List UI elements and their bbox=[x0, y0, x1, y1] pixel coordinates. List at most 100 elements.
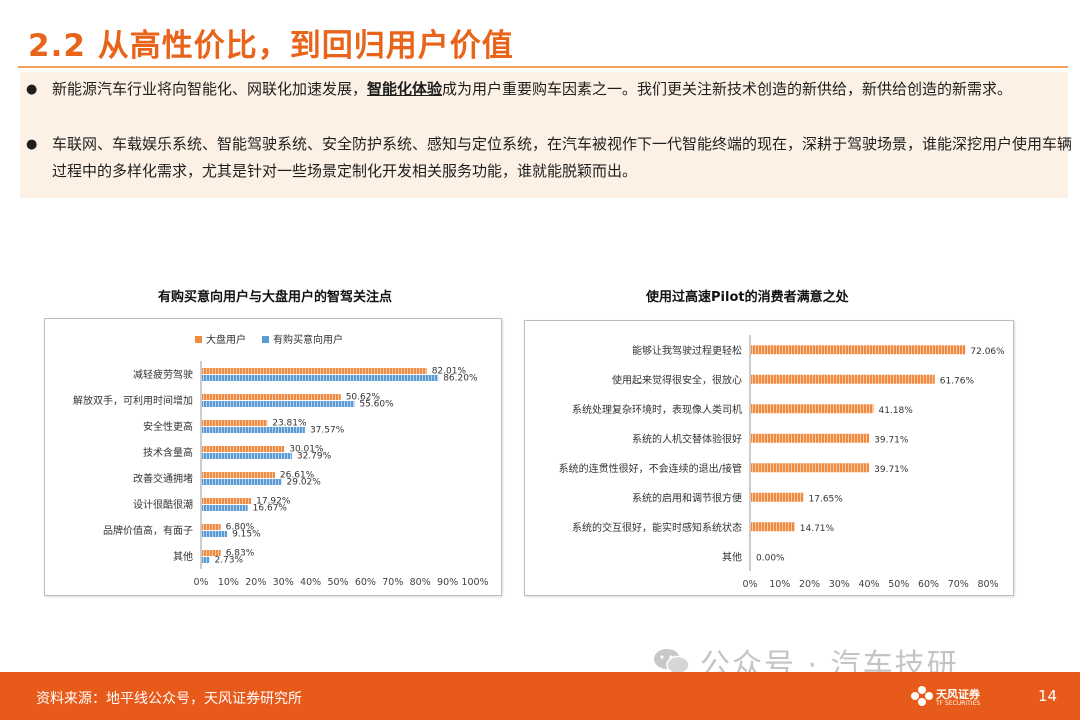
x-tick-label: 90% bbox=[437, 577, 458, 588]
bar-data-label: 6.83% bbox=[226, 549, 255, 559]
bar bbox=[202, 375, 439, 381]
x-tick-label: 70% bbox=[948, 579, 969, 590]
bar-data-label: 41.18% bbox=[879, 406, 914, 416]
bar-data-label: 17.92% bbox=[256, 497, 291, 507]
bar-data-label: 14.71% bbox=[800, 524, 835, 534]
x-tick-label: 20% bbox=[245, 577, 266, 588]
bar bbox=[751, 522, 795, 532]
category-label: 其他 bbox=[722, 550, 742, 563]
bar bbox=[202, 394, 341, 400]
bar-data-label: 86.20% bbox=[443, 374, 478, 384]
bar-data-label: 2.73% bbox=[214, 556, 243, 566]
category-label: 系统的交互很好，能实时感知系统状态 bbox=[572, 521, 742, 534]
bar-data-label: 82.01% bbox=[432, 367, 467, 377]
bar-data-label: 72.06% bbox=[970, 347, 1005, 357]
bar bbox=[751, 433, 870, 443]
bullet-item-2: ● 车联网、车载娱乐系统、智能驾驶系统、安全防护系统、感知与定位系统，在汽车被视… bbox=[26, 131, 1073, 185]
bar-data-label: 6.80% bbox=[226, 523, 255, 533]
category-label: 系统的人机交替体验很好 bbox=[632, 432, 742, 445]
page-number: 14 bbox=[1038, 687, 1058, 705]
category-label: 技术含量高 bbox=[143, 446, 193, 459]
x-tick-label: 50% bbox=[327, 577, 348, 588]
category-label: 减轻疲劳驾驶 bbox=[133, 368, 193, 381]
footer-logo-sub: TF SECURITIES bbox=[936, 700, 981, 707]
legend-swatch bbox=[195, 336, 202, 343]
bar bbox=[751, 374, 935, 384]
legend-swatch bbox=[262, 336, 269, 343]
x-tick-label: 60% bbox=[355, 577, 376, 588]
x-tick-label: 20% bbox=[799, 579, 820, 590]
bar bbox=[202, 427, 305, 433]
bar-data-label: 61.76% bbox=[940, 376, 975, 386]
bar bbox=[202, 498, 252, 504]
bullet-text-post: 成为用户重要购车因素之一。我们更关注新技术创造的新供给，新供给创造的新需求。 bbox=[442, 80, 1013, 98]
bar bbox=[751, 492, 804, 502]
bar bbox=[751, 345, 966, 355]
bar-data-label: 37.57% bbox=[310, 426, 345, 436]
x-tick-label: 80% bbox=[977, 579, 998, 590]
bar-data-label: 39.71% bbox=[874, 435, 909, 445]
bar-data-label: 26.61% bbox=[280, 471, 315, 481]
chart-1-svg: 0% 10% 20% 30% 40% 50% 60% 70% 80% 90% 100% 减轻疲劳驾驶 8… bbox=[73, 333, 489, 588]
x-tick-label: 60% bbox=[918, 579, 939, 590]
bar bbox=[202, 453, 292, 459]
bar-data-label: 17.65% bbox=[809, 494, 844, 504]
x-tick-label: 10% bbox=[218, 577, 239, 588]
x-tick-label: 80% bbox=[410, 577, 431, 588]
bar-data-label: 32.79% bbox=[297, 452, 332, 462]
x-tick-label: 0% bbox=[742, 579, 757, 590]
bar bbox=[751, 463, 870, 473]
footer-bar bbox=[0, 672, 1080, 720]
category-label: 系统处理复杂环境时，表现像人类司机 bbox=[572, 403, 742, 416]
bar-data-label: 23.81% bbox=[272, 419, 307, 429]
bullet-panel: ● 新能源汽车行业将向智能化、网联化加速发展，智能化体验成为用户重要购车因素之一… bbox=[20, 72, 1072, 198]
x-tick-label: 50% bbox=[888, 579, 909, 590]
x-tick-label: 10% bbox=[769, 579, 790, 590]
page-title: 2.2 从高性价比，到回归用户价值 bbox=[28, 28, 514, 64]
category-label: 其他 bbox=[173, 550, 193, 563]
bullet-dot-icon: ● bbox=[26, 82, 38, 97]
bullet-dot-icon: ● bbox=[26, 137, 38, 152]
bar bbox=[202, 479, 282, 485]
wechat-icon bbox=[654, 649, 690, 675]
chart-2-title: 使用过高速Pilot的消费者满意之处 bbox=[646, 290, 849, 305]
bar bbox=[202, 472, 275, 478]
bar-data-label: 9.15% bbox=[232, 530, 261, 540]
category-label: 设计很酷很潮 bbox=[133, 498, 193, 511]
footer-logo-name: 天风证券 bbox=[936, 688, 980, 701]
bar-data-label: 0.00% bbox=[756, 553, 785, 563]
bullet-highlight: 智能化体验 bbox=[367, 80, 443, 98]
x-tick-label: 40% bbox=[858, 579, 879, 590]
bar bbox=[202, 368, 427, 374]
bar bbox=[202, 505, 248, 511]
chart-1-title: 有购买意向用户与大盘用户的智驾关注点 bbox=[158, 290, 393, 305]
bar-data-label: 16.67% bbox=[253, 504, 288, 514]
bar bbox=[202, 550, 221, 556]
bar bbox=[202, 420, 268, 426]
bar bbox=[751, 404, 874, 414]
x-tick-label: 30% bbox=[829, 579, 850, 590]
bullet-text-pre: 新能源汽车行业将向智能化、网联化加速发展， bbox=[52, 80, 368, 98]
category-label: 系统的连贯性很好，不会连续的退出/接管 bbox=[559, 462, 742, 475]
category-label: 安全性更高 bbox=[143, 420, 193, 433]
bar-data-label: 50.62% bbox=[346, 393, 381, 403]
bar bbox=[202, 524, 221, 530]
bar bbox=[202, 557, 210, 563]
x-tick-label: 40% bbox=[300, 577, 321, 588]
bullet-text: 车联网、车载娱乐系统、智能驾驶系统、安全防护系统、感知与定位系统，在汽车被视作下… bbox=[52, 135, 1073, 180]
x-tick-label: 30% bbox=[273, 577, 294, 588]
bar bbox=[202, 401, 355, 407]
footer-logo: 天风证券 TF SECURITIES bbox=[910, 684, 1030, 714]
category-label: 能够让我驾驶过程更轻松 bbox=[632, 344, 742, 357]
category-label: 品牌价值高，有面子 bbox=[103, 524, 193, 537]
chart-2-svg: 0% 10% 20% 30% 40% 50% 60% 70% 80% 能够让我驾驶过程更轻松 72.… bbox=[559, 335, 1005, 590]
chart-2-frame: 0% 10% 20% 30% 40% 50% 60% 70% 80% 能够让我驾驶过程更轻松 72.… bbox=[524, 320, 1014, 596]
legend-label: 大盘用户 bbox=[206, 333, 246, 346]
title-divider bbox=[18, 66, 1068, 68]
category-label: 系统的启用和调节很方便 bbox=[632, 491, 742, 504]
chart-1-frame: 0% 10% 20% 30% 40% 50% 60% 70% 80% 90% 100% 减轻疲劳驾驶 8… bbox=[44, 318, 502, 596]
category-label: 使用起来觉得很安全，很放心 bbox=[612, 373, 742, 386]
x-tick-label: 70% bbox=[382, 577, 403, 588]
bar-data-label: 30.01% bbox=[289, 445, 324, 455]
x-tick-label: 0% bbox=[193, 577, 208, 588]
